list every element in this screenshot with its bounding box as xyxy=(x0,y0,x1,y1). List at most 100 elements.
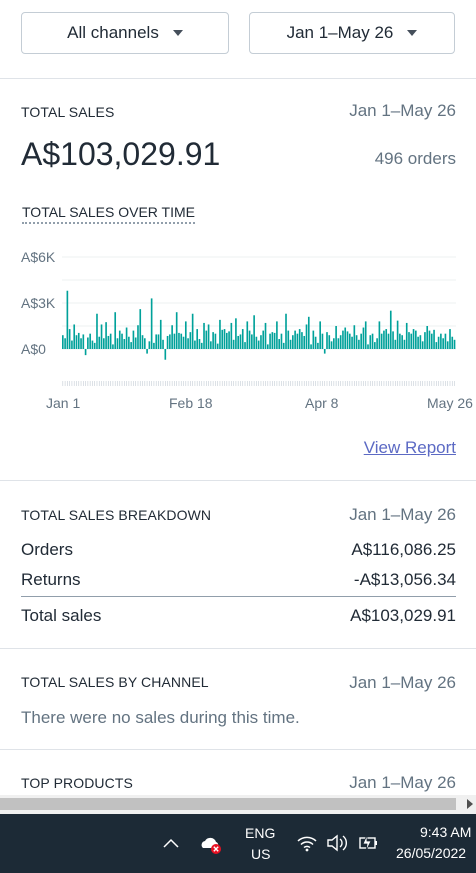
chart-bar xyxy=(137,325,139,349)
chart-bar xyxy=(296,333,299,349)
chart-bar xyxy=(237,335,239,349)
chart-bar xyxy=(244,342,246,349)
chart-bar xyxy=(269,333,271,349)
chart-bar xyxy=(348,333,351,349)
chart-subtitle[interactable]: TOTAL SALES OVER TIME xyxy=(22,204,195,224)
chart-bar xyxy=(77,332,80,349)
channel-filter-button[interactable]: All channels xyxy=(21,12,229,54)
chart-bar xyxy=(339,335,342,349)
chart-bar xyxy=(116,338,119,349)
horizontal-scrollbar[interactable] xyxy=(0,795,476,814)
breakdown-row-value: -A$13,056.34 xyxy=(353,570,456,589)
chart-bar xyxy=(230,322,233,349)
chart-bar xyxy=(437,336,440,349)
chart-bar xyxy=(157,334,160,349)
chart-bar xyxy=(428,330,431,349)
chart-bar xyxy=(121,333,123,349)
chart-bar xyxy=(207,324,210,349)
orders-count: 496 orders xyxy=(374,149,456,168)
onedrive-error-icon[interactable] xyxy=(200,834,224,856)
analytics-page: All channels Jan 1–May 26 TOTAL SALES Ja… xyxy=(0,0,476,795)
chart-bar xyxy=(433,329,435,349)
chart-bar xyxy=(298,329,301,349)
chart-bar xyxy=(225,332,228,349)
caret-down-icon xyxy=(407,30,418,36)
lang-top[interactable]: ENG xyxy=(245,825,276,841)
chart-bar xyxy=(153,342,155,349)
chart-bar xyxy=(180,333,183,349)
chart-bar xyxy=(444,333,447,349)
chart-bar xyxy=(376,338,378,349)
chart-bar xyxy=(285,313,287,349)
x-tick-label: Feb 18 xyxy=(169,395,213,411)
chart-bar xyxy=(182,336,185,349)
breakdown-date: Jan 1–May 26 xyxy=(349,505,456,524)
lang-bottom[interactable]: US xyxy=(251,846,271,862)
wifi-icon[interactable] xyxy=(296,834,318,852)
chart-bar xyxy=(87,337,89,349)
chart-bar xyxy=(355,335,358,349)
y-tick-label: A$3K xyxy=(21,295,56,311)
chart-bar xyxy=(107,335,110,349)
chart-bar xyxy=(246,321,249,349)
chart-bar xyxy=(68,329,71,349)
clock-time[interactable]: 9:43 AM xyxy=(420,824,472,840)
chart-bar xyxy=(344,327,347,349)
chart-bar xyxy=(346,331,349,349)
caret-down-icon xyxy=(172,30,183,36)
view-report-link[interactable]: View Report xyxy=(363,438,456,457)
battery-charging-icon[interactable] xyxy=(356,833,380,853)
chart-bar xyxy=(143,338,146,349)
x-tick-label: May 26 xyxy=(427,395,473,411)
chart-bar xyxy=(453,339,456,349)
filter-bar: All channels Jan 1–May 26 xyxy=(0,0,476,79)
total-sales-amount: A$103,029.91 xyxy=(21,136,221,172)
chart-bar xyxy=(424,332,426,349)
chart-bar xyxy=(203,322,205,349)
chart-bar xyxy=(405,322,408,349)
scrollbar-thumb[interactable] xyxy=(0,798,456,810)
chart-bar xyxy=(171,325,173,349)
chart-bar xyxy=(184,321,187,349)
total-sales-date: Jan 1–May 26 xyxy=(349,101,456,120)
by-channel-title: TOTAL SALES BY CHANNEL xyxy=(21,674,209,690)
chart-bar xyxy=(410,333,413,349)
chart-bar xyxy=(89,333,91,349)
chart-bar xyxy=(178,332,180,349)
total-sales-label: Total sales xyxy=(21,606,102,625)
chart-bar xyxy=(273,332,276,349)
chart-bar xyxy=(337,338,340,349)
chart-bar xyxy=(93,342,96,349)
chart-bar xyxy=(389,310,392,349)
clock-date[interactable]: 26/05/2022 xyxy=(396,845,467,861)
chart-bar xyxy=(66,290,69,349)
scroll-right-arrow-icon[interactable] xyxy=(467,799,473,809)
x-tick-label: Apr 8 xyxy=(305,395,339,411)
chart-bar xyxy=(169,334,171,349)
chart-bar xyxy=(369,335,372,349)
breakdown-row-label: Orders xyxy=(21,540,73,559)
total-sales-title: TOTAL SALES xyxy=(21,104,115,120)
chart-bar xyxy=(82,334,85,349)
volume-icon[interactable] xyxy=(326,834,348,852)
total-sales-value: A$103,029.91 xyxy=(350,606,456,625)
chart-bar xyxy=(408,332,410,349)
chart-bar xyxy=(71,340,73,349)
chart-bar xyxy=(342,330,344,349)
chart-bar xyxy=(278,339,280,349)
chart-bar xyxy=(251,334,253,349)
chart-bar xyxy=(73,324,76,349)
chart-bar xyxy=(412,329,415,349)
chart-bar xyxy=(321,333,324,349)
date-filter-button[interactable]: Jan 1–May 26 xyxy=(249,12,455,54)
breakdown-row-value: A$116,086.25 xyxy=(351,540,456,559)
chart-bar xyxy=(196,329,199,349)
chart-bar xyxy=(440,333,442,349)
chart-bar xyxy=(305,324,308,349)
chart-bar xyxy=(380,333,383,349)
chart-bar xyxy=(280,333,283,349)
chart-bar xyxy=(289,339,292,349)
chevron-up-icon[interactable] xyxy=(163,838,179,848)
chart-bar xyxy=(435,342,438,349)
chart-bar xyxy=(330,341,333,349)
